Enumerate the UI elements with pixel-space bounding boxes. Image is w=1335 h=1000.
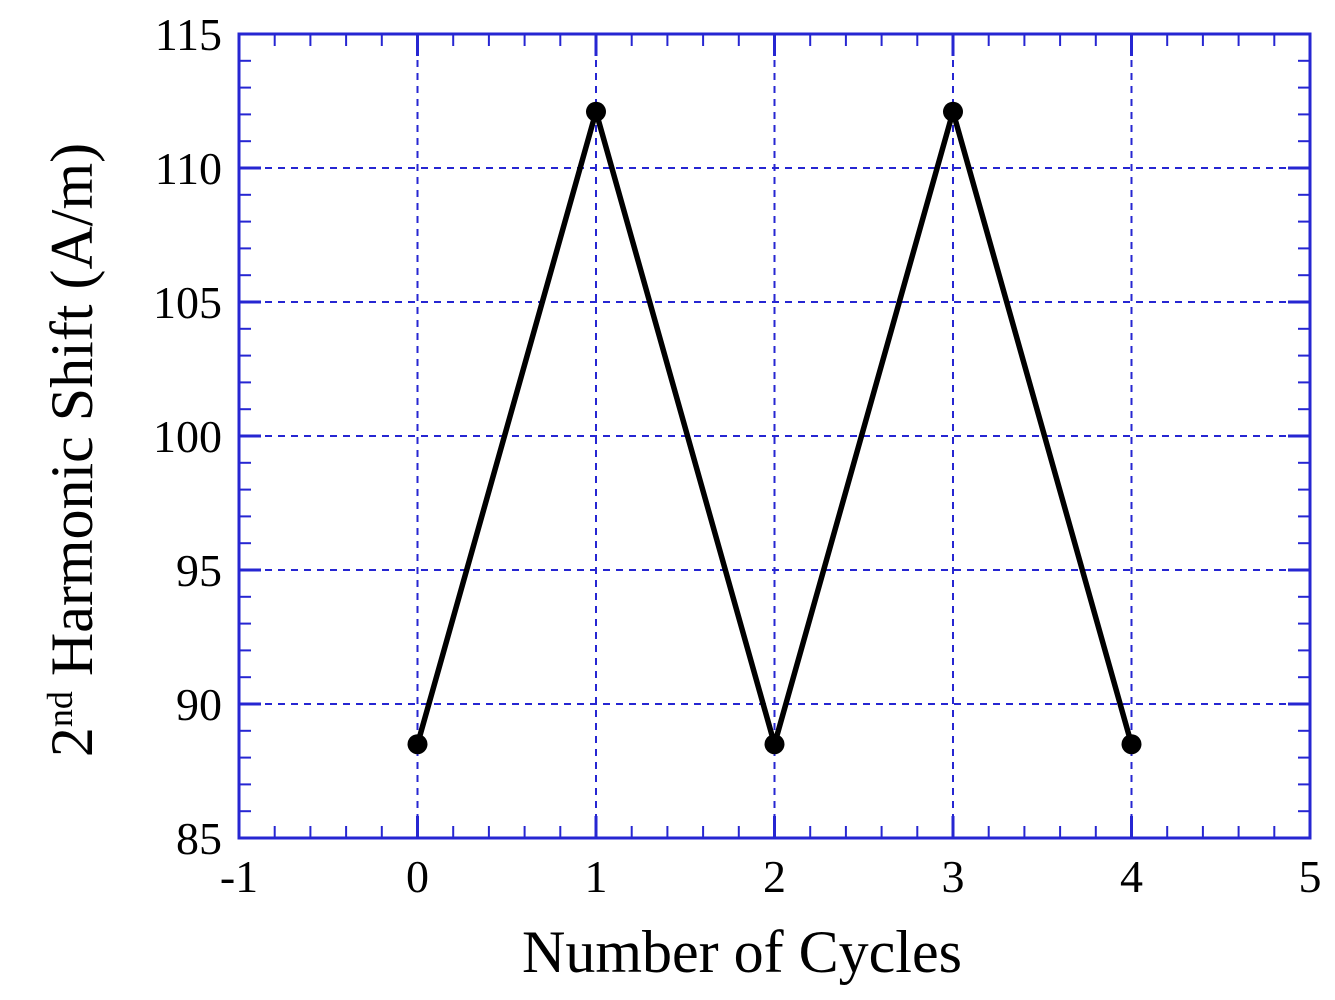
y-tick-label: 110 xyxy=(155,143,222,194)
y-axis-title-base: 2 xyxy=(39,727,105,758)
data-point xyxy=(943,101,963,122)
y-tick-label: 90 xyxy=(176,679,222,730)
y-tick-label: 85 xyxy=(176,813,222,864)
data-point xyxy=(764,734,785,755)
x-tick-label: 2 xyxy=(763,851,786,902)
data-point xyxy=(407,734,428,755)
x-tick-label: 0 xyxy=(406,851,429,902)
x-tick-label: 5 xyxy=(1299,851,1322,902)
y-axis-title: 2nd Harmonic Shift (A/m) xyxy=(32,0,112,900)
plot-frame xyxy=(237,32,1312,840)
data-point xyxy=(586,101,606,122)
y-tick-label: 105 xyxy=(153,277,222,328)
y-axis-title-rest: Harmonic Shift (A/m) xyxy=(39,142,105,692)
x-tick-label: -1 xyxy=(220,851,258,902)
x-axis-title: Number of Cycles xyxy=(522,919,962,985)
y-axis-title-superscript: nd xyxy=(40,691,81,728)
data-point xyxy=(1121,734,1142,755)
y-tick-label: 95 xyxy=(176,545,222,596)
x-tick-label: 3 xyxy=(942,851,965,902)
y-tick-label: 100 xyxy=(153,411,222,462)
x-tick-label: 1 xyxy=(585,851,608,902)
x-tick-label: 4 xyxy=(1120,851,1143,902)
y-tick-label: 115 xyxy=(155,9,222,60)
